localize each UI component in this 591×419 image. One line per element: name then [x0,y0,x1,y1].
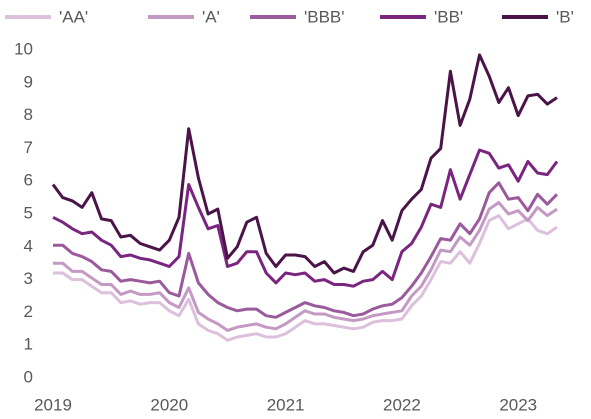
series-line [53,214,558,342]
legend-label: 'BB' [434,7,463,26]
series-line [53,181,559,319]
y-tick-label: 0 [24,367,33,386]
y-tick-label: 10 [14,39,33,58]
y-tick-label: 6 [24,171,33,190]
legend-label: 'A' [202,7,220,26]
legend-label: 'B' [556,7,574,26]
series-line [51,53,558,275]
y-tick-label: 2 [24,302,33,321]
x-tick-label: 2019 [34,395,72,414]
y-tick-label: 7 [24,138,33,157]
y-tick-label: 5 [24,203,33,222]
x-tick-label: 2023 [499,395,537,414]
legend-label: 'BBB' [304,7,345,26]
series-line [53,201,558,332]
series-line [52,148,559,288]
x-tick-label: 2022 [383,395,421,414]
y-tick-label: 9 [24,72,33,91]
y-tick-label: 1 [24,335,33,354]
y-tick-label: 8 [24,105,33,124]
legend-label: 'AA' [59,7,88,26]
x-tick-label: 2020 [150,395,188,414]
y-tick-label: 4 [24,236,33,255]
x-tick-label: 2021 [267,395,305,414]
y-tick-label: 3 [24,269,33,288]
